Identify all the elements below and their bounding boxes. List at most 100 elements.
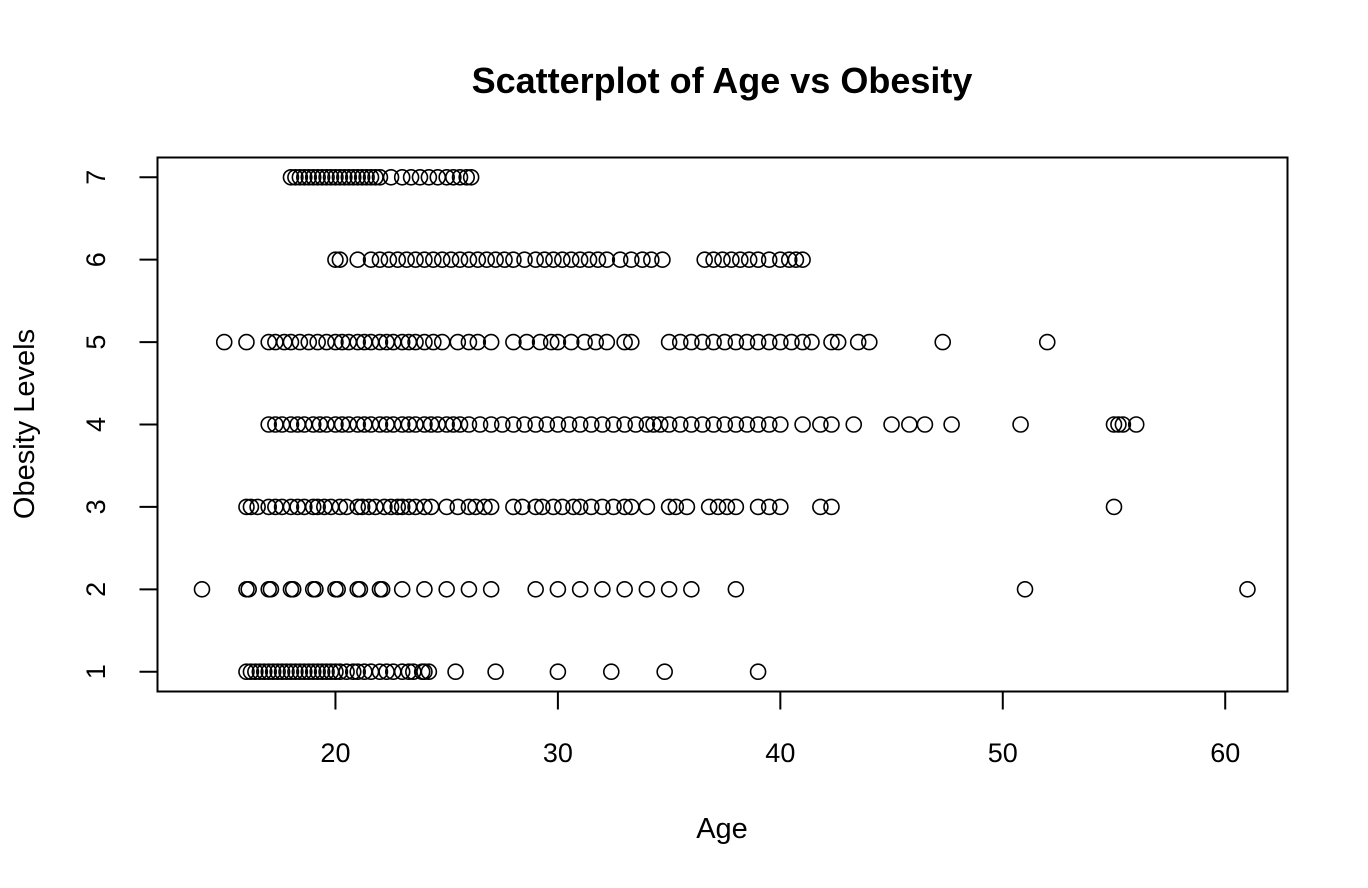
data-point <box>371 416 389 433</box>
data-point <box>1105 498 1123 516</box>
data-point <box>338 663 355 681</box>
data-point <box>772 498 789 516</box>
data-point <box>289 498 306 516</box>
data-point <box>356 416 373 433</box>
data-point <box>1016 581 1034 598</box>
data-point <box>560 416 578 433</box>
y-tick-label: 7 <box>81 170 111 185</box>
data-point <box>442 251 460 268</box>
data-point <box>389 251 407 268</box>
data-point <box>378 416 395 433</box>
data-point <box>307 581 324 598</box>
data-point <box>422 498 440 516</box>
data-point <box>296 663 313 681</box>
data-point <box>1127 416 1145 433</box>
data-point <box>727 581 745 598</box>
data-point <box>554 251 571 268</box>
data-point <box>242 663 260 681</box>
data-point <box>393 498 411 516</box>
data-point <box>536 251 553 268</box>
data-point <box>594 498 611 516</box>
data-point <box>714 251 731 268</box>
data-point <box>238 333 255 351</box>
data-point <box>309 333 326 351</box>
data-point <box>282 663 300 681</box>
data-point <box>493 416 511 433</box>
data-point <box>709 498 727 516</box>
data-point <box>260 663 278 681</box>
data-point <box>416 333 433 351</box>
data-point <box>373 581 391 598</box>
data-point <box>694 333 711 351</box>
data-point <box>331 168 349 186</box>
data-point <box>622 333 640 351</box>
data-point <box>589 251 607 268</box>
data-point <box>803 333 820 351</box>
data-point <box>291 168 309 186</box>
data-point <box>393 416 411 433</box>
data-point <box>727 416 745 433</box>
data-point <box>451 416 469 433</box>
data-point <box>716 333 734 351</box>
data-point <box>634 251 651 268</box>
data-point <box>400 416 418 433</box>
data-point <box>400 333 418 351</box>
data-point <box>582 498 600 516</box>
data-point <box>549 581 567 598</box>
data-point <box>1114 416 1132 433</box>
data-point <box>505 333 522 351</box>
data-point <box>400 498 418 516</box>
data-point <box>393 581 411 598</box>
data-point <box>356 663 373 681</box>
data-point <box>794 416 811 433</box>
data-point <box>260 498 278 516</box>
data-point <box>287 168 304 186</box>
data-point <box>304 168 322 186</box>
data-point <box>683 416 700 433</box>
data-point <box>349 416 367 433</box>
data-point <box>378 663 395 681</box>
data-point <box>571 498 589 516</box>
data-point <box>812 416 829 433</box>
data-point <box>371 168 389 186</box>
data-point <box>538 416 556 433</box>
data-point <box>605 416 622 433</box>
data-point <box>823 333 840 351</box>
data-point <box>651 416 669 433</box>
data-point <box>249 498 266 516</box>
data-point <box>327 168 344 186</box>
chart-title: Scatterplot of Age vs Obesity <box>472 60 973 101</box>
data-point <box>671 333 689 351</box>
data-point <box>727 498 745 516</box>
data-point <box>643 251 660 268</box>
data-point <box>671 416 689 433</box>
x-tick-label: 60 <box>1210 738 1240 768</box>
data-point <box>582 416 600 433</box>
data-point <box>304 416 322 433</box>
data-point <box>562 333 580 351</box>
data-point <box>598 333 616 351</box>
data-point <box>845 416 863 433</box>
data-point <box>645 416 662 433</box>
data-point <box>638 498 656 516</box>
data-point <box>353 498 371 516</box>
data-point <box>278 663 295 681</box>
data-point <box>660 333 678 351</box>
data-point <box>783 333 800 351</box>
series-level-1 <box>238 663 767 681</box>
data-point <box>282 333 300 351</box>
data-point <box>760 416 778 433</box>
data-point <box>349 333 367 351</box>
data-point <box>371 663 389 681</box>
data-point <box>449 498 467 516</box>
data-point <box>360 498 378 516</box>
data-point <box>549 416 567 433</box>
data-point <box>300 333 318 351</box>
data-point <box>327 416 344 433</box>
data-point <box>331 663 349 681</box>
data-point <box>333 333 351 351</box>
data-point <box>327 251 344 268</box>
data-point <box>527 498 544 516</box>
x-axis-label: Age <box>696 813 748 845</box>
